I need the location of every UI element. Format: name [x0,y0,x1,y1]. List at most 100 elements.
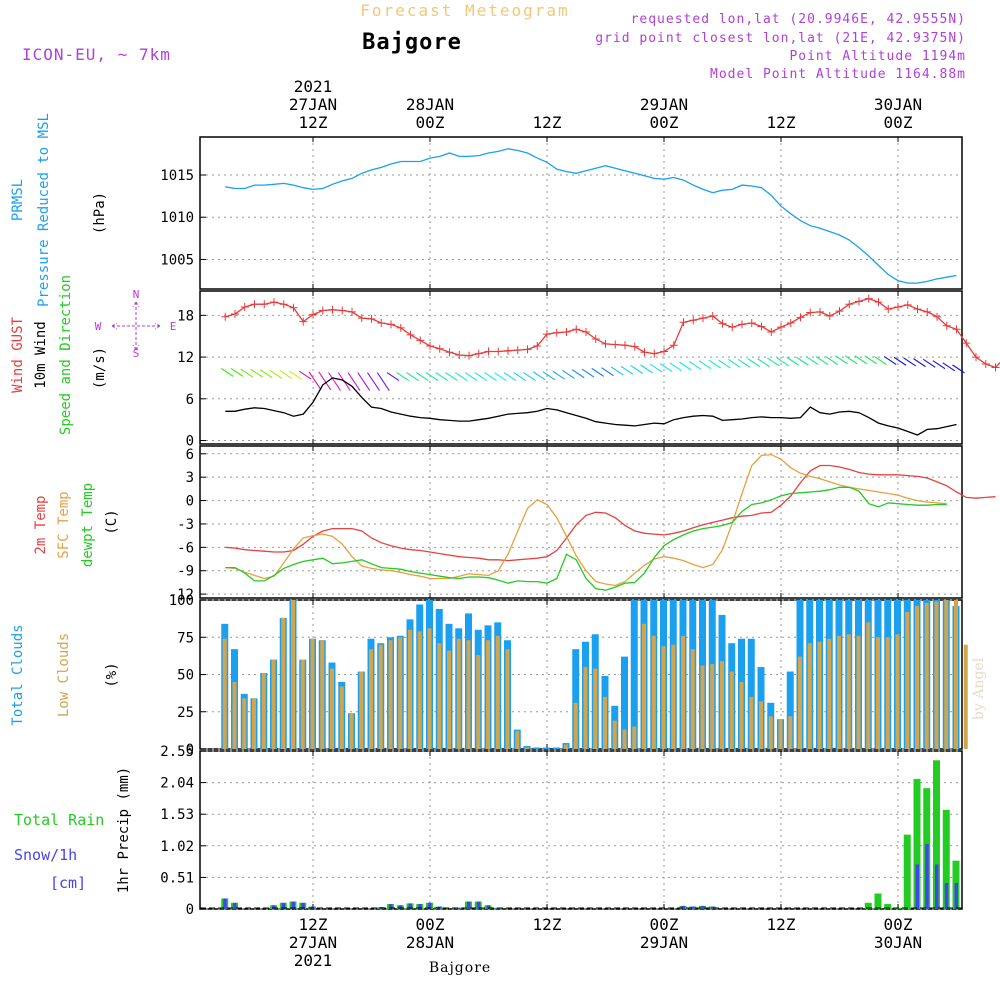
low-cloud-bar [612,720,617,749]
wind-arrow [318,371,332,391]
bottom-tick-year: 2021 [294,951,333,970]
wind-arrow [240,368,254,378]
low-cloud-bar [885,637,890,749]
wind-arrow [708,359,722,369]
y-tick-label: 100 [169,593,194,609]
wind-arrow [640,364,653,374]
temp-dewpt-line [225,486,947,591]
wind-arrow [854,355,868,365]
panel-frame [199,445,963,599]
gust-marker [689,316,698,325]
low-cloud-bar [222,638,227,749]
gust-marker [318,306,327,315]
low-cloud-bar [788,716,793,749]
panel-frame [199,136,963,290]
low-cloud-bar [642,623,646,749]
precip-units: 1hr Precip (mm) [116,767,132,893]
y-tick-label: 6 [186,392,194,408]
cloud-label-low: Low Clouds [56,633,72,717]
y-tick-label: 2.55 [160,744,194,760]
low-cloud-bar [944,600,949,749]
gust-marker [728,323,737,332]
wind-arrow [406,372,419,381]
wind-arrow [874,356,887,366]
temp-label-2m: 2m Temp [33,495,49,554]
wind-arrow [454,372,468,381]
low-cloud-bar [651,635,656,749]
gust-marker [474,349,483,358]
total-cloud-bar [621,656,628,749]
grid-point-coords: grid point closest lon,lat (21E, 42.9375… [595,31,966,46]
gust-marker [718,319,727,328]
gust-marker [328,305,337,314]
wind-arrow [532,371,546,381]
gust-marker [338,306,347,315]
snow-bar [954,882,958,909]
gust-marker [699,314,707,323]
y-tick-label: 6 [186,447,194,463]
top-tick-time: 00Z [650,113,679,132]
bottom-tick-date: 28JAN [406,933,454,952]
gust-marker [991,363,1000,372]
low-cloud-bar [525,747,529,749]
low-cloud-bar [398,637,403,749]
wind-arrow [367,372,380,391]
total-cloud-bar [533,747,541,749]
wind-arrow [386,372,400,381]
compass-e: E [170,320,177,333]
snow-bar [486,905,490,909]
bottom-tick-time: 12Z [533,915,562,934]
low-cloud-bar [759,701,763,749]
snow-bar [681,905,685,909]
compass-w: W [95,320,102,333]
rain-bar [864,902,872,909]
low-cloud-bar [456,638,461,749]
bottom-tick-date: 27JAN [289,933,337,952]
gust-marker [396,323,405,332]
low-cloud-bar [252,698,256,749]
compass-s: S [133,347,140,360]
precip-label-rain: Total Rain [14,811,104,829]
wind-arrow [805,356,819,366]
model-altitude: Model Point Altitude 1164.88m [710,67,966,82]
total-cloud-bar [543,747,550,749]
gust-marker [962,339,971,348]
gust-marker [845,300,854,309]
wind-arrow [601,367,614,377]
gust-marker [660,347,668,356]
snow-bar [408,903,412,909]
gust-marker [270,298,278,307]
low-cloud-bar [837,635,841,749]
snow-bar [291,901,295,909]
wind-speed-line [225,377,957,436]
gust-marker [933,312,941,321]
low-cloud-bar [603,696,607,749]
top-tick-date: 30JAN [874,95,922,114]
low-cloud-bar [866,622,871,749]
snow-bar [476,901,481,909]
gust-marker [786,318,795,327]
gust-marker [981,360,990,369]
y-tick-label: 1.53 [160,807,194,823]
y-tick-label: 1010 [160,210,194,226]
y-tick-label: 1.02 [160,839,194,855]
wind-arrow [474,372,488,381]
gust-marker [357,314,366,323]
gust-marker [513,346,522,355]
snow-bar [418,904,422,909]
low-cloud-bar [437,643,442,749]
gust-marker [309,310,317,319]
snow-bar [223,898,227,909]
bottom-tick-date: 29JAN [640,933,688,952]
snow-bar [428,902,432,909]
low-cloud-bar [515,731,520,749]
temp-label-sfc: SFC Temp [56,491,72,558]
low-cloud-bar [856,635,861,749]
gust-marker [240,302,249,311]
low-cloud-bar [671,644,676,749]
y-tick-label: 25 [177,705,194,721]
y-tick-label: -9 [177,564,194,580]
gust-marker [601,339,610,348]
low-cloud-bar [388,640,393,749]
